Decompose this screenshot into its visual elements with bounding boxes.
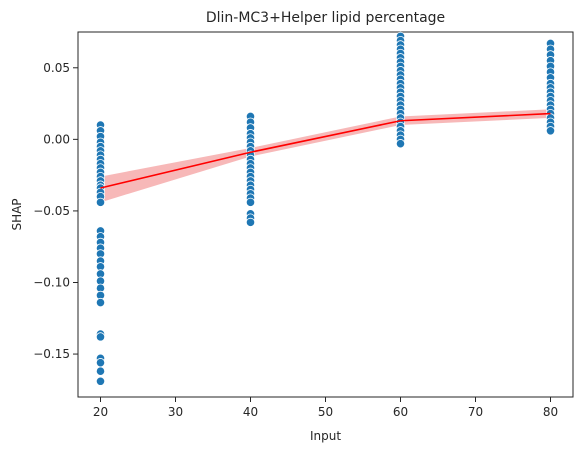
x-tick-label: 20: [93, 405, 108, 419]
x-axis-label: Input: [310, 429, 341, 443]
y-tick-label: −0.05: [33, 204, 70, 218]
x-tick-label: 80: [543, 405, 558, 419]
plot-area: [77, 31, 574, 398]
y-tick-label: 0.00: [43, 132, 70, 146]
scatter-point: [95, 366, 106, 376]
trend-line-layer: [100, 112, 551, 189]
scatter-point: [245, 197, 256, 207]
x-tick-label: 70: [468, 405, 483, 419]
trend-line: [100, 112, 551, 189]
x-axis: 20 30 40 50 60 70 80: [93, 397, 558, 419]
y-axis-label: SHAP: [10, 198, 24, 230]
y-tick-label: −0.15: [33, 347, 70, 361]
y-tick-label: 0.05: [43, 61, 70, 75]
scatter-point: [245, 217, 256, 227]
confidence-band: [100, 109, 551, 203]
scatter-point: [95, 376, 106, 386]
x-tick-label: 30: [168, 405, 183, 419]
scatter-point: [545, 126, 556, 136]
scatter-point: [395, 139, 406, 149]
scatter-point: [95, 358, 106, 368]
chart-title: Dlin-MC3+Helper lipid percentage: [206, 10, 445, 26]
scatter-point: [95, 197, 106, 207]
scatter-point: [95, 297, 106, 308]
confidence-band-layer: [100, 109, 551, 203]
scatter-point: [95, 332, 106, 342]
y-axis: −0.15 −0.10 −0.05 0.00 0.05: [33, 61, 78, 361]
x-tick-label: 60: [393, 405, 408, 419]
scatter-points: [95, 31, 556, 386]
x-tick-label: 40: [243, 405, 258, 419]
x-tick-label: 50: [318, 405, 333, 419]
y-tick-label: −0.10: [33, 275, 70, 289]
